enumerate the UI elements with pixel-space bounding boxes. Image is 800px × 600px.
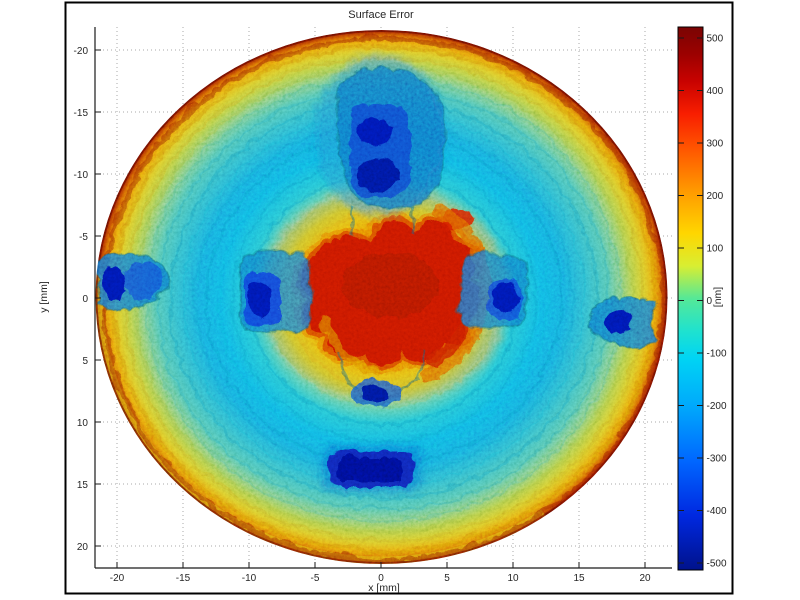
colorbar-tick-label: 400 xyxy=(707,86,724,97)
y-tick-label: -15 xyxy=(74,108,89,119)
colorbar-ticks xyxy=(678,37,703,564)
colorbar-tick-label: 500 xyxy=(707,34,724,45)
y-tick-label: -5 xyxy=(79,232,88,243)
x-tick-label: -10 xyxy=(242,573,257,584)
colorbar-tick-labels: 500 400 300 200 100 0 -100 -200 -300 -40… xyxy=(707,34,727,570)
colorbar-tick-label: 0 xyxy=(707,296,713,307)
colorbar-tick-label: 200 xyxy=(707,191,724,202)
x-tick-label: 5 xyxy=(444,573,450,584)
plot-title: Surface Error xyxy=(348,9,414,21)
colorbar: 500 400 300 200 100 0 -100 -200 -300 -40… xyxy=(677,26,727,571)
tick-marks xyxy=(95,49,646,568)
colorbar-tick-label: 100 xyxy=(707,244,724,255)
x-tick-label: 0 xyxy=(378,573,384,584)
y-tick-label: 20 xyxy=(77,542,89,553)
y-tick-label: 15 xyxy=(77,480,89,491)
x-axis-label: x [mm] xyxy=(368,582,400,594)
x-tick-label: 20 xyxy=(639,573,651,584)
surface-error-map xyxy=(95,30,668,564)
colorbar-gradient xyxy=(677,26,704,571)
colorbar-tick-label: -100 xyxy=(707,349,727,360)
x-tick-label: 10 xyxy=(507,573,519,584)
colorbar-unit-label: [nm] xyxy=(712,287,724,308)
y-tick-labels: -20 -15 -10 -5 0 5 10 15 20 xyxy=(74,46,89,553)
x-tick-label: 15 xyxy=(573,573,585,584)
colorbar-tick-label: -300 xyxy=(707,454,727,465)
noise-overlay-fine xyxy=(95,30,668,564)
x-tick-label: -15 xyxy=(176,573,191,584)
x-tick-label: -5 xyxy=(311,573,320,584)
x-tick-labels: -20 -15 -10 -5 0 5 10 15 20 xyxy=(110,573,651,584)
y-tick-label: -20 xyxy=(74,46,89,57)
y-tick-label: 10 xyxy=(77,418,89,429)
colorbar-tick-label: -200 xyxy=(707,401,727,412)
y-axis-label: y [mm] xyxy=(38,281,50,313)
y-tick-label: -10 xyxy=(74,170,89,181)
colorbar-tick-label: -400 xyxy=(707,506,727,517)
y-tick-label: 0 xyxy=(82,294,88,305)
x-tick-label: -20 xyxy=(110,573,125,584)
y-tick-label: 5 xyxy=(82,356,88,367)
colorbar-tick-label: 300 xyxy=(707,139,724,150)
colorbar-tick-label: -500 xyxy=(707,559,727,570)
